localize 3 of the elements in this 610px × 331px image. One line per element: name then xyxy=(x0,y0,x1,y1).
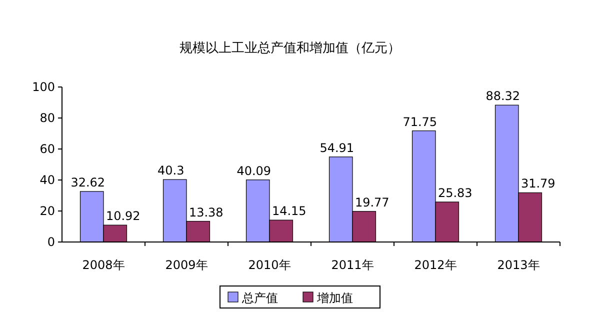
legend: 总产值 xyxy=(242,291,278,305)
legend: 增加值 xyxy=(317,291,353,305)
title: 规模以上工业总产值和增加值（亿元） xyxy=(180,41,400,56)
